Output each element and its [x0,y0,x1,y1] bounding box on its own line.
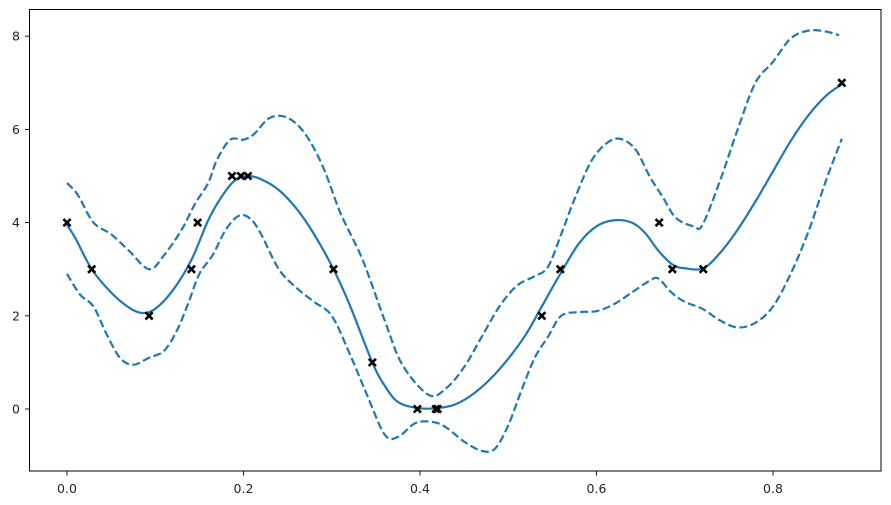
x-tick-label: 0.6 [587,481,607,496]
observation-marker [87,264,97,274]
y-tick-label: 0 [12,402,20,417]
observation-marker [236,171,246,181]
y-tick-label: 6 [12,122,20,137]
observation-marker [367,357,377,367]
observation-marker [328,264,339,274]
observation-marker [654,218,664,228]
observation-marker [193,218,203,228]
observation-marker [186,264,196,274]
axes-frame [29,9,882,472]
plot-area [62,29,847,453]
y-axis: 0 2 4 6 8 [12,29,30,417]
y-tick-label: 8 [12,29,20,44]
observation-marker [243,171,253,181]
observation-marker [837,78,847,88]
x-tick-label: 0.0 [57,481,77,496]
observation-marker [433,404,443,414]
observation-marker [698,264,708,274]
y-tick-label: 4 [12,215,20,230]
observation-marker [537,311,547,321]
y-tick-label: 2 [12,308,20,323]
x-tick-label: 0.2 [234,481,254,496]
observation-marker [144,311,154,321]
x-tick-label: 0.8 [763,481,783,496]
observation-markers [62,78,847,414]
observation-marker [227,171,237,181]
observation-marker [667,264,677,274]
x-axis: 0.0 0.2 0.4 0.6 0.8 [57,471,783,496]
observation-marker [555,264,565,274]
observation-marker [62,218,72,228]
x-tick-label: 0.4 [410,481,430,496]
upper-bound-line [66,29,840,398]
lower-bound-line [66,138,843,453]
observation-marker [412,404,422,414]
